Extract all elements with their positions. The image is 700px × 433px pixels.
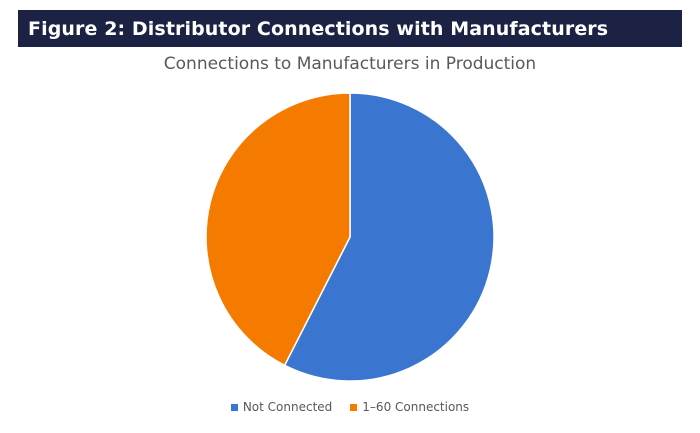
pie-slice-not-connected [283, 92, 495, 382]
legend-label-not-connected: Not Connected [242, 400, 333, 414]
legend-item-1-60-connections: 1–60 Connections [350, 400, 469, 414]
legend-label-1-60-connections: 1–60 Connections [362, 400, 470, 414]
chart-title: Connections to Manufacturers in Producti… [163, 54, 537, 74]
legend: Not Connected 1–60 Connections [0, 400, 700, 414]
legend-swatch-not-connected [230, 403, 238, 411]
pie-slice-1-60-connections [205, 92, 351, 367]
legend-swatch-1-60-connections [350, 403, 358, 411]
figure-title: Figure 2: Distributor Connections with M… [28, 17, 609, 40]
pie-slices [205, 92, 495, 382]
figure-header: Figure 2: Distributor Connections with M… [18, 10, 682, 47]
legend-item-not-connected: Not Connected [230, 400, 333, 414]
